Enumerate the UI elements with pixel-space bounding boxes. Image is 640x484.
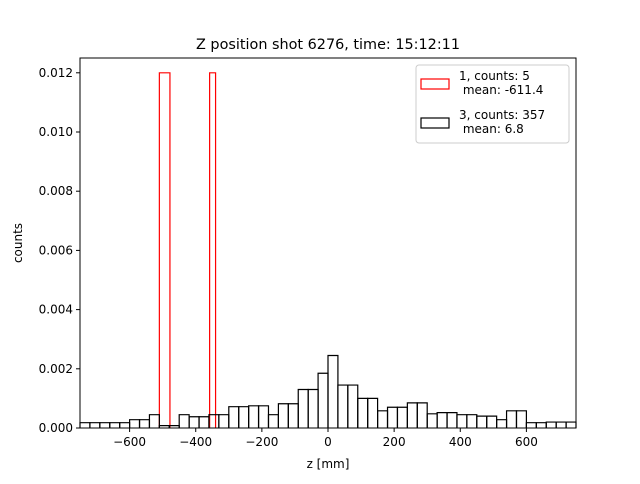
histogram-bin bbox=[148, 414, 160, 428]
y-axis: 0.000 0.002 0.004 0.006 0.008 0.010 0.012 bbox=[39, 66, 80, 435]
legend-label: 3, counts: 357 bbox=[459, 108, 545, 122]
axes-frame bbox=[79, 57, 577, 429]
x-tick-label: −600 bbox=[113, 435, 146, 449]
legend: 1, counts: 5 mean: -611.43, counts: 357 … bbox=[415, 64, 570, 144]
chart-title: Z position shot 6276, time: 15:12:11 bbox=[196, 37, 460, 53]
legend-swatch bbox=[420, 117, 450, 129]
x-tick-label: 400 bbox=[449, 435, 472, 449]
x-tick-label: 200 bbox=[383, 435, 406, 449]
y-tick-label: 0.002 bbox=[39, 362, 73, 376]
x-tick-label: 0 bbox=[324, 435, 332, 449]
histogram-bin bbox=[209, 72, 217, 428]
y-tick-label: 0.006 bbox=[39, 243, 73, 257]
series-0 bbox=[158, 72, 217, 428]
x-tick-label: −400 bbox=[179, 435, 212, 449]
y-tick-label: 0.012 bbox=[39, 66, 73, 80]
legend-label: 1, counts: 5 bbox=[459, 69, 530, 83]
legend-swatch bbox=[420, 78, 450, 90]
y-axis-label: counts bbox=[11, 223, 25, 263]
y-tick-label: 0.010 bbox=[39, 125, 73, 139]
histogram-bin bbox=[158, 72, 171, 428]
x-tick-label: 600 bbox=[515, 435, 538, 449]
legend-label: mean: 6.8 bbox=[459, 122, 524, 136]
y-tick-label: 0.004 bbox=[39, 303, 73, 317]
legend-box bbox=[415, 64, 570, 144]
x-axis-label: z [mm] bbox=[307, 457, 350, 471]
x-tick-label: −200 bbox=[245, 435, 278, 449]
plot-area bbox=[79, 72, 577, 428]
x-axis: −600 −400 −200 0 200 400 600 bbox=[113, 428, 538, 449]
legend-label: mean: -611.4 bbox=[459, 83, 543, 97]
histogram-bin bbox=[515, 410, 527, 428]
y-tick-label: 0.008 bbox=[39, 184, 73, 198]
y-tick-label: 0.000 bbox=[39, 421, 73, 435]
